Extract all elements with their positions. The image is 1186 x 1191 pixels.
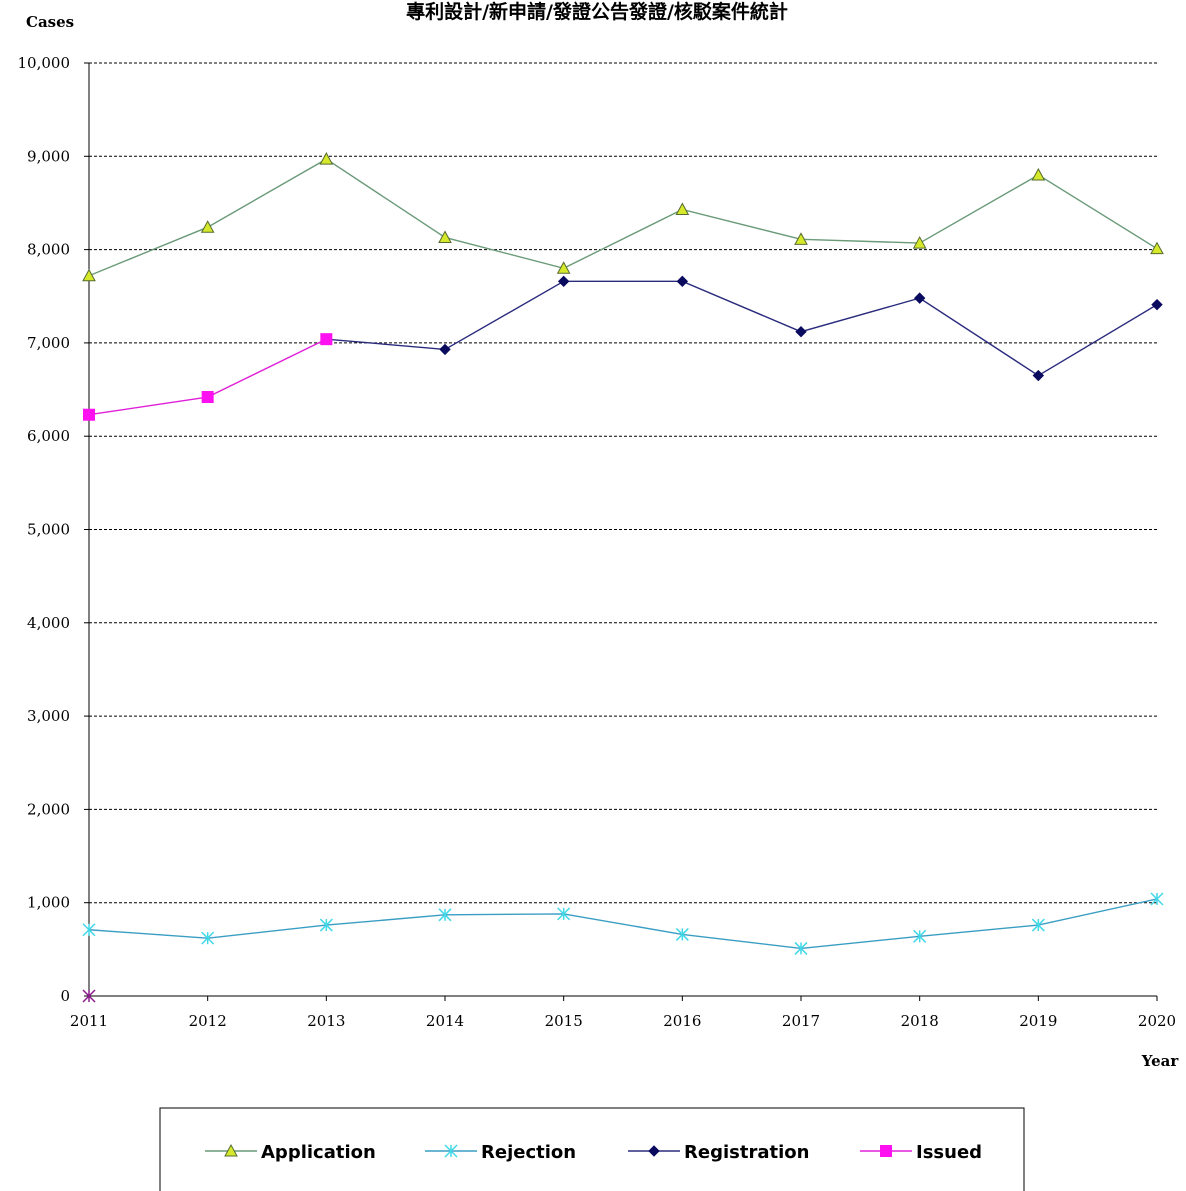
y-tick-label-9000: 9,000 — [27, 147, 70, 165]
y-tick-label-1000: 1,000 — [27, 894, 70, 912]
x-axis-title: Year — [1141, 1052, 1180, 1070]
legend-label-application: Application — [261, 1142, 376, 1163]
y-tick-label-6000: 6,000 — [27, 427, 70, 445]
y-tick-label-0: 0 — [60, 987, 70, 1005]
x-tick-label-2015: 2015 — [545, 1012, 583, 1030]
point-rejection-2012 — [201, 931, 215, 945]
series-line-registration — [326, 280, 1158, 377]
point-issued-2013 — [320, 333, 333, 346]
point-issued-2011 — [83, 408, 95, 421]
gridlines — [89, 62, 1157, 904]
x-tick-label-2019: 2019 — [1019, 1012, 1057, 1030]
legend-item-issued: Issued — [860, 1142, 982, 1163]
legend-item-rejection: Rejection — [425, 1142, 576, 1163]
y-axis-title: Cases — [26, 13, 74, 31]
point-application-2019 — [1031, 167, 1046, 181]
point-registration-2019 — [1032, 369, 1045, 382]
y-tick-labels: 0 1,000 2,000 3,000 4,000 5,000 6,000 7,000 8,00… — [18, 54, 71, 1005]
point-application-2018 — [912, 236, 927, 249]
point-registration-2016 — [676, 275, 689, 288]
legend-marker-application — [224, 1143, 238, 1157]
series-line-issued — [88, 338, 327, 416]
point-issued-2012 — [201, 391, 214, 404]
series-line-rejection — [88, 898, 1158, 950]
legend-marker-rejection — [444, 1144, 458, 1158]
point-application-2012 — [200, 220, 215, 233]
point-registration-2020 — [1151, 298, 1163, 311]
axes — [84, 62, 1158, 1001]
x-tick-label-2014: 2014 — [426, 1012, 464, 1030]
series-line-application — [88, 158, 1158, 277]
point-rejection-2020 — [1150, 892, 1164, 906]
point-application-2016 — [675, 202, 690, 215]
series-application — [82, 152, 1164, 282]
legend-label-registration: Registration — [684, 1142, 809, 1163]
point-rejection-2018 — [913, 929, 927, 943]
legend-item-registration: Registration — [628, 1142, 809, 1163]
series-rejection — [82, 892, 1164, 955]
legend-label-rejection: Rejection — [481, 1142, 576, 1163]
x-tick-label-2011: 2011 — [70, 1012, 108, 1030]
x-tick-label-2016: 2016 — [663, 1012, 701, 1030]
point-registration-2014 — [439, 343, 451, 356]
legend-label-issued: Issued — [916, 1142, 982, 1163]
y-tick-label-7000: 7,000 — [27, 334, 70, 352]
point-application-2020 — [1150, 241, 1164, 255]
point-registration-2015 — [557, 275, 570, 288]
x-tick-label-2018: 2018 — [901, 1012, 939, 1030]
y-tick-label-8000: 8,000 — [27, 241, 70, 259]
x-tick-label-2013: 2013 — [307, 1012, 345, 1030]
x-tick-label-2020: 2020 — [1138, 1012, 1176, 1030]
point-rejection-2014 — [438, 908, 452, 922]
y-tick-label-5000: 5,000 — [27, 521, 70, 539]
point-rejection-2017 — [794, 941, 808, 955]
point-application-2014 — [438, 230, 452, 243]
legend-marker-issued — [880, 1145, 892, 1157]
point-extra-2011 — [82, 989, 96, 1003]
x-tick-labels: 2011 2012 2013 2014 2015 2016 2017 2018 2019 2020 — [70, 1012, 1176, 1030]
x-tick-label-2017: 2017 — [782, 1012, 820, 1030]
point-rejection-2019 — [1031, 918, 1045, 932]
y-tick-label-4000: 4,000 — [27, 614, 70, 632]
chart-title: 專利設計/新申請/發證公告發證/核駁案件統計 — [406, 0, 788, 23]
point-rejection-2013 — [319, 918, 333, 932]
series-registration — [320, 275, 1163, 382]
y-tick-label-2000: 2,000 — [27, 800, 70, 818]
point-rejection-2011 — [82, 923, 96, 937]
point-registration-2017 — [795, 325, 807, 338]
series-group — [82, 152, 1164, 1003]
point-rejection-2016 — [675, 927, 689, 941]
y-tick-label-10000: 10,000 — [18, 54, 71, 72]
point-application-2017 — [794, 232, 808, 245]
point-application-2011 — [82, 268, 96, 282]
legend-marker-registration — [648, 1145, 660, 1157]
point-rejection-2015 — [557, 907, 571, 921]
point-application-2015 — [556, 261, 571, 274]
point-application-2013 — [319, 152, 334, 165]
series-issued — [83, 333, 333, 421]
legend-item-application: Application — [205, 1142, 376, 1163]
point-registration-2018 — [913, 292, 926, 304]
x-tick-label-2012: 2012 — [189, 1012, 227, 1030]
legend: Application Rejection Registration Issued — [159, 1107, 1025, 1191]
y-tick-label-3000: 3,000 — [27, 707, 70, 725]
